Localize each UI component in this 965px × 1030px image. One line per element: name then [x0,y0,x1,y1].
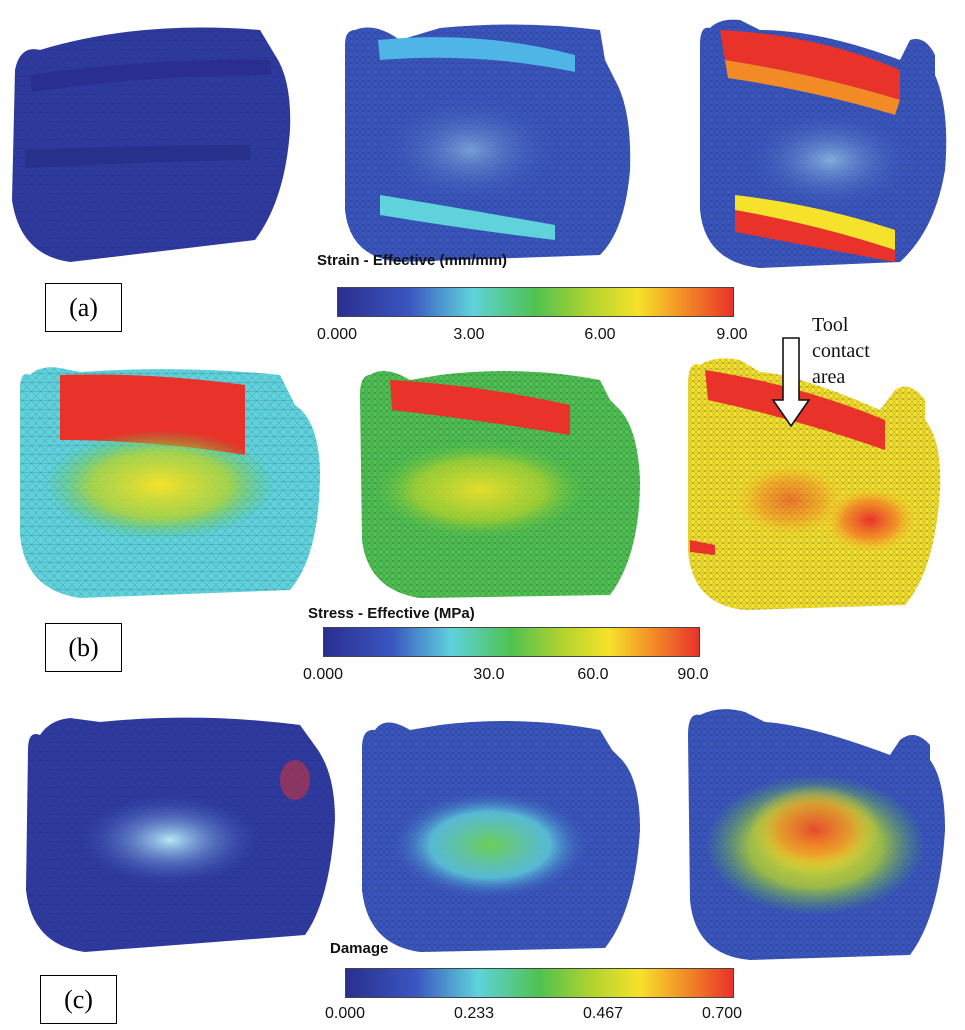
stress-tick: 90.0 [677,666,709,683]
strain-model-2 [345,24,631,263]
stress-model-2 [360,371,640,598]
damage-model-3 [688,709,945,960]
stress-legend-title: Stress - Effective (MPa) [308,605,475,622]
damage-tick: 0.000 [324,1005,366,1022]
stress-tick: 0.000 [302,666,344,683]
stress-colorbar [323,627,700,657]
tool-contact-annotation: Tool contact area [812,312,870,390]
damage-model-1 [26,717,335,952]
annotation-line-2: contact [812,340,870,362]
panel-label-b: (b) [45,623,122,672]
panel-label-a: (a) [45,283,122,332]
strain-model-1 [12,27,291,262]
strain-tick: 9.00 [716,326,748,343]
strain-tick: 0.000 [316,326,358,343]
strain-tick: 3.00 [453,326,485,343]
stress-model-3 [688,358,941,610]
damage-tick: 0.700 [701,1005,743,1022]
annotation-line-3: area [812,366,846,388]
damage-model-2 [362,721,640,952]
stress-model-1 [20,367,320,598]
damage-legend-title: Damage [330,940,389,957]
strain-colorbar [337,287,734,317]
strain-tick: 6.00 [584,326,616,343]
damage-tick: 0.467 [582,1005,624,1022]
stress-tick: 60.0 [577,666,609,683]
damage-colorbar [345,968,734,998]
tool-contact-arrow [771,337,811,428]
panel-label-c: (c) [40,975,117,1024]
strain-model-3 [700,19,947,268]
strain-legend-title: Strain - Effective (mm/mm) [317,252,508,269]
stress-tick: 30.0 [473,666,505,683]
annotation-line-1: Tool [812,314,849,336]
damage-tick: 0.233 [453,1005,495,1022]
